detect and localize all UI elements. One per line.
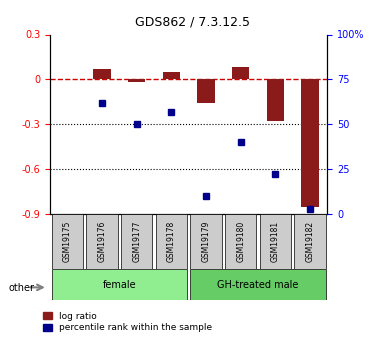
Text: GH-treated male: GH-treated male	[217, 280, 299, 289]
Text: GSM19175: GSM19175	[63, 221, 72, 262]
Text: GSM19178: GSM19178	[167, 221, 176, 262]
FancyBboxPatch shape	[86, 214, 118, 269]
FancyBboxPatch shape	[121, 214, 152, 269]
FancyBboxPatch shape	[156, 214, 187, 269]
FancyBboxPatch shape	[225, 214, 256, 269]
Text: GSM19181: GSM19181	[271, 221, 280, 262]
Text: GSM19180: GSM19180	[236, 221, 245, 262]
FancyBboxPatch shape	[259, 214, 291, 269]
Text: other: other	[8, 283, 35, 293]
FancyBboxPatch shape	[190, 214, 222, 269]
FancyBboxPatch shape	[52, 269, 187, 300]
Bar	[93, 69, 111, 79]
Legend: log ratio, percentile rank within the sample: log ratio, percentile rank within the sa…	[43, 312, 213, 332]
Text: GSM19176: GSM19176	[97, 221, 107, 262]
FancyBboxPatch shape	[294, 214, 325, 269]
FancyBboxPatch shape	[52, 214, 83, 269]
Bar	[162, 72, 180, 79]
Bar	[266, 79, 284, 121]
Bar	[128, 79, 145, 82]
Bar	[197, 79, 215, 102]
FancyBboxPatch shape	[190, 269, 325, 300]
Bar	[232, 67, 249, 79]
Text: GDS862 / 7.3.12.5: GDS862 / 7.3.12.5	[135, 16, 250, 29]
Text: GSM19177: GSM19177	[132, 221, 141, 262]
Text: GSM19182: GSM19182	[305, 221, 315, 262]
Bar	[301, 79, 318, 207]
Text: GSM19179: GSM19179	[201, 221, 211, 262]
Text: female: female	[102, 280, 136, 289]
